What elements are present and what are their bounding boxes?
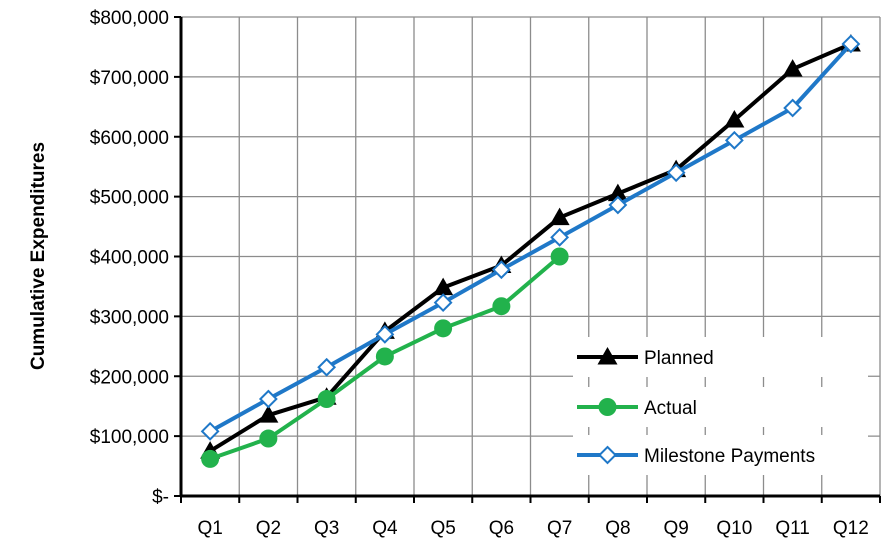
x-tick-label: Q1 <box>197 518 222 539</box>
legend-item-actual: Actual <box>573 387 868 427</box>
axes <box>174 16 881 503</box>
y-tick-label: $400,000 <box>90 248 169 269</box>
legend-label: Planned <box>644 348 714 369</box>
legend-label: Actual <box>644 398 697 419</box>
x-tick-label: Q3 <box>314 518 339 539</box>
data-point-planned <box>724 109 745 128</box>
x-tick-label: Q2 <box>256 518 281 539</box>
data-point-planned <box>258 405 279 423</box>
data-point-milestone-payments <box>841 34 861 54</box>
y-tick-label: $600,000 <box>90 128 169 149</box>
x-tick-label: Q4 <box>372 518 398 539</box>
data-point-milestone-payments <box>666 163 686 183</box>
x-tick-label: Q7 <box>547 518 572 539</box>
x-tick-label: Q8 <box>605 518 630 539</box>
data-point-actual <box>259 429 278 448</box>
data-point-milestone-payments <box>724 130 744 150</box>
data-point-planned <box>549 207 570 226</box>
data-point-milestone-payments <box>200 421 220 441</box>
y-tick-label: $300,000 <box>90 307 169 328</box>
data-point-milestone-payments <box>375 324 395 344</box>
data-point-milestone-payments <box>433 293 453 313</box>
data-point-milestone-payments <box>317 357 337 377</box>
legend-item-planned: Planned <box>573 337 868 377</box>
data-point-planned <box>433 277 454 296</box>
series-lines <box>200 33 861 468</box>
legend-swatch-marker <box>597 347 618 365</box>
series-line-milestone-payments <box>209 42 853 434</box>
data-point-milestone-payments <box>550 227 570 247</box>
x-tick-label: Q10 <box>716 518 752 539</box>
data-point-milestone-payments <box>783 98 803 118</box>
legend-swatch-marker <box>598 445 617 465</box>
data-point-milestone-payments <box>491 260 511 280</box>
x-tick-label: Q12 <box>833 518 869 539</box>
data-point-milestone-payments <box>258 389 278 409</box>
y-axis-title: Cumulative Expenditures <box>28 142 49 370</box>
gridlines <box>181 16 881 496</box>
y-tick-label: $- <box>152 487 169 508</box>
tick-labels: $- $100,000 $200,000 $300,000 $400,000 $500,0… <box>90 8 869 539</box>
x-tick-label: Q6 <box>489 518 514 539</box>
data-point-actual <box>434 319 453 338</box>
legend-item-milestone-payments: Milestone Payments <box>573 435 868 475</box>
series-line-planned <box>209 42 852 453</box>
x-tick-label: Q11 <box>775 518 810 539</box>
data-point-milestone-payments <box>608 195 628 215</box>
data-point-planned <box>607 183 628 202</box>
y-tick-label: $100,000 <box>90 427 169 448</box>
y-tick-label: $800,000 <box>90 8 169 29</box>
series-actual <box>201 247 569 468</box>
series-milestone-payments <box>200 34 861 441</box>
y-tick-label: $500,000 <box>90 188 169 209</box>
data-point-actual <box>550 247 569 266</box>
y-tick-label: $700,000 <box>90 68 169 89</box>
x-tick-label: Q5 <box>430 518 455 539</box>
data-point-actual <box>375 347 394 366</box>
data-point-actual <box>492 297 511 316</box>
x-tick-label: Q9 <box>663 518 688 539</box>
data-point-planned <box>782 59 803 77</box>
legend: Planned Actual Milestone Payments <box>573 337 868 475</box>
y-tick-label: $200,000 <box>90 367 169 388</box>
data-point-actual <box>317 390 336 409</box>
legend-label: Milestone Payments <box>644 446 815 467</box>
data-point-actual <box>201 449 220 468</box>
legend-swatch-marker <box>598 398 617 416</box>
